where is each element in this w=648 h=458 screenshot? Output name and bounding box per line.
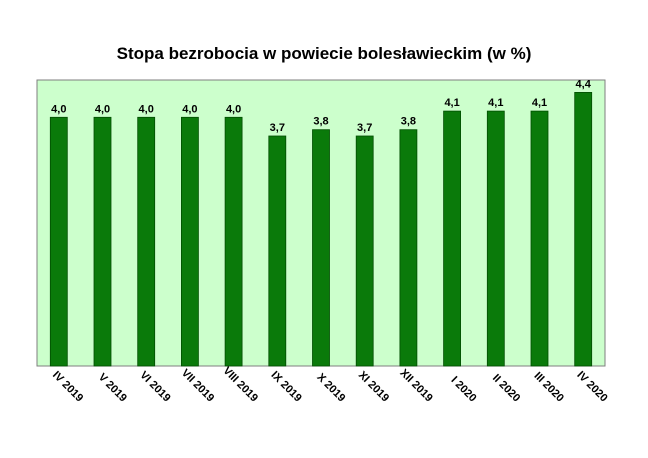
value-label-6: 3,8 bbox=[313, 116, 328, 128]
x-tick-label-7: XI 2019 bbox=[356, 369, 391, 404]
bar-12 bbox=[574, 92, 593, 367]
bar-3 bbox=[180, 116, 199, 367]
bar-8 bbox=[399, 129, 418, 367]
x-tick-label-4: VIII 2019 bbox=[220, 365, 260, 405]
bar-2 bbox=[137, 116, 156, 367]
x-tick-label-9: I 2020 bbox=[448, 374, 478, 404]
value-label-10: 4,1 bbox=[488, 97, 503, 109]
bar-9 bbox=[443, 110, 462, 367]
value-label-12: 4,4 bbox=[576, 78, 592, 90]
value-label-0: 4,0 bbox=[51, 103, 66, 115]
x-tick-label-11: III 2020 bbox=[532, 370, 566, 404]
x-tick-labels-layer: IV 2019 V 2019 VI 2019 VII 2019 VIII 2019 IX … bbox=[50, 365, 610, 405]
x-tick-label-3: VII 2019 bbox=[179, 367, 216, 404]
value-label-3: 4,0 bbox=[182, 103, 197, 115]
bar-11 bbox=[530, 110, 549, 367]
bars-layer bbox=[49, 92, 593, 367]
value-label-1: 4,0 bbox=[95, 103, 110, 115]
value-label-2: 4,0 bbox=[139, 103, 154, 115]
bar-4 bbox=[224, 116, 243, 367]
bar-0 bbox=[49, 116, 68, 367]
value-label-5: 3,7 bbox=[270, 122, 285, 134]
x-tick-label-2: VI 2019 bbox=[137, 369, 172, 404]
x-tick-label-6: X 2019 bbox=[314, 371, 347, 404]
bar-1 bbox=[93, 116, 112, 367]
x-tick-label-8: XII 2019 bbox=[397, 367, 434, 404]
x-tick-label-1: V 2019 bbox=[96, 371, 129, 404]
x-tick-label-0: IV 2019 bbox=[50, 369, 85, 404]
value-labels-layer: 4,0 4,0 4,0 4,0 4,0 3,7 3,8 3,7 3,8 4,1 4,1 4,1 4,4 bbox=[51, 78, 592, 134]
bar-6 bbox=[312, 129, 330, 367]
x-tick-label-10: II 2020 bbox=[490, 372, 522, 404]
bar-10 bbox=[486, 110, 505, 367]
value-label-11: 4,1 bbox=[532, 97, 547, 109]
value-label-8: 3,8 bbox=[401, 116, 416, 128]
bar-7 bbox=[355, 135, 374, 367]
chart-title: Stopa bezrobocia w powiecie bolesławieck… bbox=[116, 44, 532, 63]
x-tick-label-5: IX 2019 bbox=[268, 369, 303, 404]
value-label-4: 4,0 bbox=[226, 103, 241, 115]
x-tick-label-12: IV 2020 bbox=[574, 369, 609, 404]
value-label-7: 3,7 bbox=[357, 122, 372, 134]
bar-5 bbox=[268, 135, 287, 367]
value-label-9: 4,1 bbox=[444, 97, 459, 109]
